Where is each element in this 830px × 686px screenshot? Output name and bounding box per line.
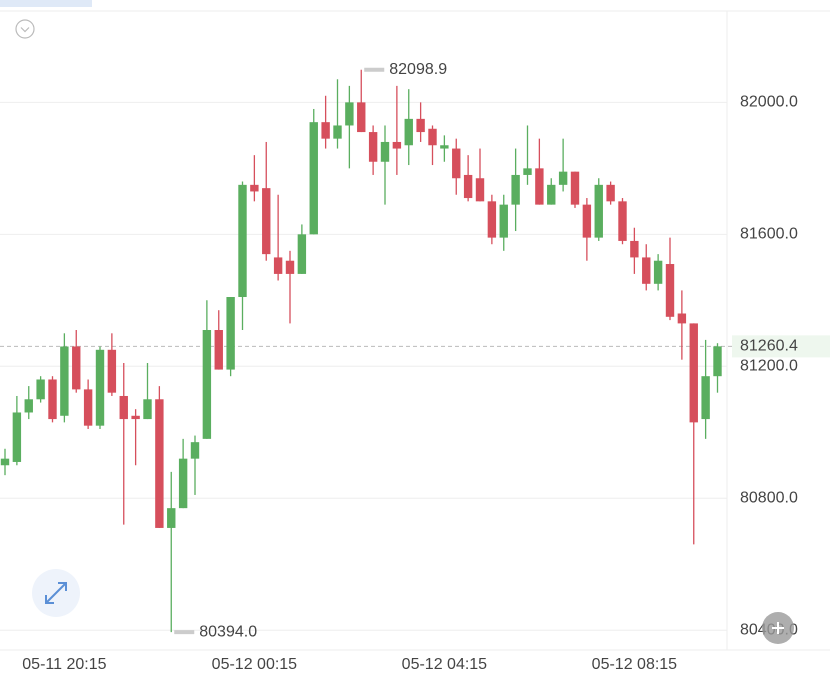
candle-body: [606, 184, 615, 202]
candle-body: [357, 102, 366, 133]
candle-body: [262, 188, 271, 255]
candle-body: [558, 171, 568, 185]
candle-body: [713, 346, 722, 377]
candle-body: [665, 264, 675, 317]
candle-body: [238, 184, 247, 298]
candle-body: [131, 415, 140, 420]
top-tab-indicator: [0, 0, 92, 7]
candle-body: [309, 122, 318, 235]
candle-body: [392, 141, 402, 149]
x-tick-label: 05-12 08:15: [592, 656, 678, 673]
candle-body: [202, 330, 212, 439]
candle-body: [36, 379, 45, 400]
candle-body: [523, 168, 532, 175]
candle-body: [345, 102, 354, 126]
x-tick-label: 05-12 00:15: [212, 656, 298, 673]
candle-body: [642, 257, 651, 284]
candle-body: [404, 118, 413, 146]
candle-body: [570, 171, 580, 205]
candle-body: [321, 122, 330, 139]
candle-body: [440, 145, 449, 149]
y-tick-label: 81200.0: [740, 358, 798, 375]
candle-body: [701, 376, 710, 420]
candle-body: [297, 234, 307, 274]
candle-body: [155, 399, 164, 528]
candle-body: [119, 395, 128, 420]
y-tick-label: 82000.0: [740, 94, 798, 111]
candle-body: [214, 330, 223, 370]
candle-body: [178, 458, 188, 509]
candle-body: [535, 168, 544, 205]
candle-body: [143, 399, 152, 420]
expand-button[interactable]: [32, 569, 80, 617]
candle-body: [452, 148, 461, 179]
candle-body: [582, 204, 592, 238]
x-tick-label: 05-12 04:15: [402, 656, 488, 673]
candle-body: [463, 174, 473, 199]
extreme-label: 82098.9: [389, 61, 447, 78]
candle-body: [547, 184, 556, 205]
candle-body: [511, 174, 520, 205]
candle-body: [677, 313, 687, 324]
candle-body: [12, 412, 22, 462]
candle-body: [689, 323, 698, 423]
candle-body: [618, 201, 627, 241]
candle-body: [594, 184, 603, 238]
candle-body: [72, 346, 81, 390]
candle-body: [107, 349, 117, 393]
candle-body: [285, 260, 295, 274]
x-tick-label: 05-11 20:15: [22, 656, 106, 673]
candle-body: [653, 260, 663, 284]
candle-body: [428, 128, 437, 146]
candle-body: [499, 204, 508, 238]
candle-body: [60, 346, 69, 416]
candle-body: [0, 458, 10, 466]
candle-body: [226, 297, 235, 370]
candle-body: [24, 399, 33, 413]
candle-body: [487, 201, 497, 238]
candle-body: [630, 240, 639, 258]
candle-body: [83, 389, 93, 426]
candle-body: [48, 379, 57, 420]
candle-body: [380, 141, 390, 162]
last-price-tag: [732, 335, 830, 358]
candle-body: [368, 132, 378, 162]
candle-body: [416, 118, 425, 133]
extreme-label: 80394.0: [199, 623, 257, 640]
last-price-label: 81260.4: [740, 338, 798, 355]
candle-body: [95, 349, 105, 426]
candle-body: [167, 508, 176, 528]
candle-body: [250, 184, 259, 192]
y-tick-label: 81600.0: [740, 226, 798, 243]
y-tick-label: 80800.0: [740, 489, 798, 506]
settings-button[interactable]: [762, 612, 794, 644]
candle-body: [273, 257, 283, 274]
candle-body: [190, 442, 200, 459]
collapse-button[interactable]: [15, 19, 35, 39]
candle-body: [333, 125, 342, 139]
candle-body: [475, 178, 485, 202]
